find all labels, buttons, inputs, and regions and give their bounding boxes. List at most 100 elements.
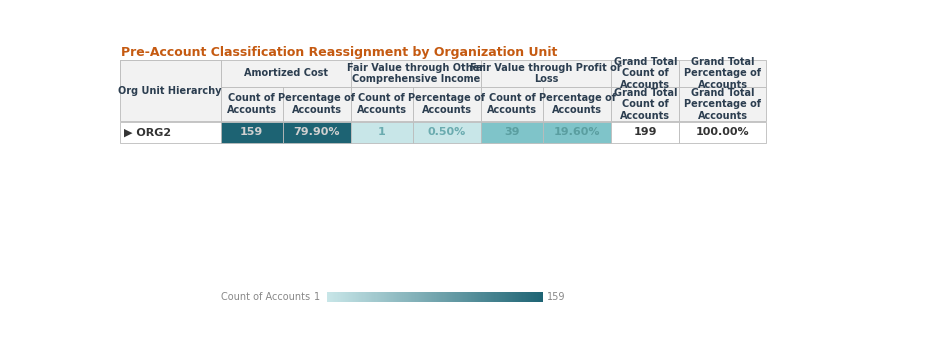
Bar: [466, 292, 468, 302]
Bar: [120, 60, 220, 121]
Bar: [435, 292, 436, 302]
Bar: [454, 292, 456, 302]
Bar: [462, 292, 463, 302]
Bar: [458, 292, 459, 302]
Bar: [423, 292, 424, 302]
Text: 199: 199: [633, 127, 657, 137]
Bar: [408, 292, 409, 302]
Bar: [396, 292, 398, 302]
Bar: [410, 292, 412, 302]
Bar: [376, 292, 378, 302]
Bar: [497, 292, 498, 302]
Text: Fair Value through Other
Comprehensive Income: Fair Value through Other Comprehensive I…: [347, 63, 485, 84]
Bar: [451, 292, 453, 302]
Bar: [476, 292, 477, 302]
Bar: [415, 292, 416, 302]
Bar: [460, 292, 462, 302]
Bar: [398, 292, 400, 302]
Bar: [335, 292, 337, 302]
Bar: [474, 292, 475, 302]
Text: 79.90%: 79.90%: [293, 127, 340, 137]
Bar: [504, 292, 505, 302]
Bar: [507, 292, 509, 302]
Bar: [432, 292, 433, 302]
Bar: [488, 292, 489, 302]
Bar: [457, 292, 458, 302]
Bar: [381, 292, 382, 302]
Bar: [377, 292, 379, 302]
Text: 0.50%: 0.50%: [428, 127, 466, 137]
Bar: [425, 292, 427, 302]
Bar: [509, 292, 511, 302]
Bar: [484, 292, 485, 302]
Bar: [409, 292, 410, 302]
Bar: [543, 121, 611, 143]
Bar: [481, 60, 611, 87]
Bar: [472, 292, 474, 302]
Text: Percentage of
Accounts: Percentage of Accounts: [408, 93, 486, 115]
Text: Grand Total
Percentage of
Accounts: Grand Total Percentage of Accounts: [685, 88, 761, 121]
Bar: [329, 292, 331, 302]
Bar: [405, 292, 407, 302]
Bar: [541, 292, 543, 302]
Bar: [485, 292, 486, 302]
Bar: [470, 292, 471, 302]
Bar: [480, 292, 482, 302]
Bar: [477, 292, 478, 302]
Bar: [327, 292, 328, 302]
Bar: [443, 292, 444, 302]
Bar: [539, 292, 540, 302]
Bar: [526, 292, 527, 302]
Bar: [502, 292, 503, 302]
Bar: [390, 292, 392, 302]
Bar: [479, 292, 481, 302]
Bar: [429, 292, 430, 302]
Bar: [371, 292, 373, 302]
Text: Amortized Cost: Amortized Cost: [244, 68, 328, 78]
Bar: [372, 292, 374, 302]
Bar: [456, 292, 457, 302]
Bar: [366, 292, 367, 302]
Bar: [679, 121, 766, 143]
Bar: [679, 87, 766, 121]
Bar: [350, 292, 352, 302]
Text: Fair Value through Profit or
Loss: Fair Value through Profit or Loss: [471, 63, 622, 84]
Bar: [446, 292, 448, 302]
Text: Grand Total
Percentage of
Accounts: Grand Total Percentage of Accounts: [685, 57, 761, 90]
Bar: [416, 292, 417, 302]
Bar: [524, 292, 525, 302]
Bar: [337, 292, 339, 302]
Bar: [473, 292, 474, 302]
Bar: [351, 121, 413, 143]
Bar: [505, 292, 506, 302]
Bar: [449, 292, 450, 302]
Bar: [361, 292, 362, 302]
Bar: [492, 292, 494, 302]
Bar: [535, 292, 537, 302]
Text: Count of
Accounts: Count of Accounts: [487, 93, 537, 115]
Bar: [220, 121, 283, 143]
Bar: [474, 292, 476, 302]
Bar: [346, 292, 347, 302]
Bar: [374, 292, 375, 302]
Bar: [375, 292, 377, 302]
Bar: [347, 292, 348, 302]
Bar: [331, 292, 333, 302]
Bar: [430, 292, 431, 302]
Bar: [522, 292, 524, 302]
Text: Count of
Accounts: Count of Accounts: [357, 93, 407, 115]
Text: 39: 39: [504, 127, 519, 137]
Bar: [471, 292, 472, 302]
Bar: [611, 87, 679, 121]
Bar: [542, 292, 544, 302]
Bar: [413, 121, 481, 143]
Text: 100.00%: 100.00%: [696, 127, 750, 137]
Bar: [402, 292, 403, 302]
Text: Percentage of
Accounts: Percentage of Accounts: [539, 93, 616, 115]
Bar: [353, 292, 354, 302]
Bar: [540, 292, 541, 302]
Bar: [534, 292, 536, 302]
Bar: [463, 292, 464, 302]
Bar: [453, 292, 455, 302]
Bar: [481, 87, 543, 121]
